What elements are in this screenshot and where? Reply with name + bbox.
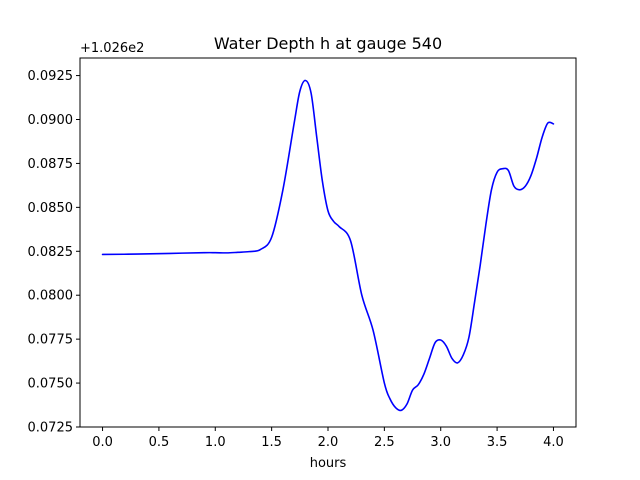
plot-area xyxy=(101,79,555,412)
y-tick-label: 0.0775 xyxy=(28,333,74,348)
y-tick-label: 0.0800 xyxy=(28,289,74,304)
y-tick-label: 0.0850 xyxy=(28,201,74,216)
y-offset-label: +1.026e2 xyxy=(80,41,144,56)
x-axis: 0.0 0.5 1.0 1.5 2.0 2.5 3.0 3.5 4.0 xyxy=(92,427,564,450)
x-axis-label: hours xyxy=(310,456,347,471)
x-tick-label: 2.5 xyxy=(374,435,395,450)
x-tick-label: 0.0 xyxy=(92,435,113,450)
x-tick-label: 0.5 xyxy=(149,435,170,450)
x-tick-label: 1.5 xyxy=(261,435,282,450)
x-tick-label: 1.0 xyxy=(205,435,226,450)
x-tick-label: 4.0 xyxy=(543,435,564,450)
y-axis: 0.0725 0.0750 0.0775 0.0800 0.0825 0.0850 0.08… xyxy=(28,69,80,436)
y-tick-label: 0.0750 xyxy=(28,377,74,392)
y-tick-label: 0.0725 xyxy=(28,421,74,436)
x-tick-label: 3.0 xyxy=(430,435,451,450)
x-tick-label: 3.5 xyxy=(487,435,508,450)
y-tick-label: 0.0875 xyxy=(28,157,74,172)
y-tick-label: 0.0925 xyxy=(28,69,74,84)
x-tick-label: 2.0 xyxy=(318,435,339,450)
y-tick-label: 0.0825 xyxy=(28,245,74,260)
series-line-0 xyxy=(101,79,555,412)
y-tick-label: 0.0900 xyxy=(28,113,74,128)
chart-title: Water Depth h at gauge 540 xyxy=(214,34,442,53)
